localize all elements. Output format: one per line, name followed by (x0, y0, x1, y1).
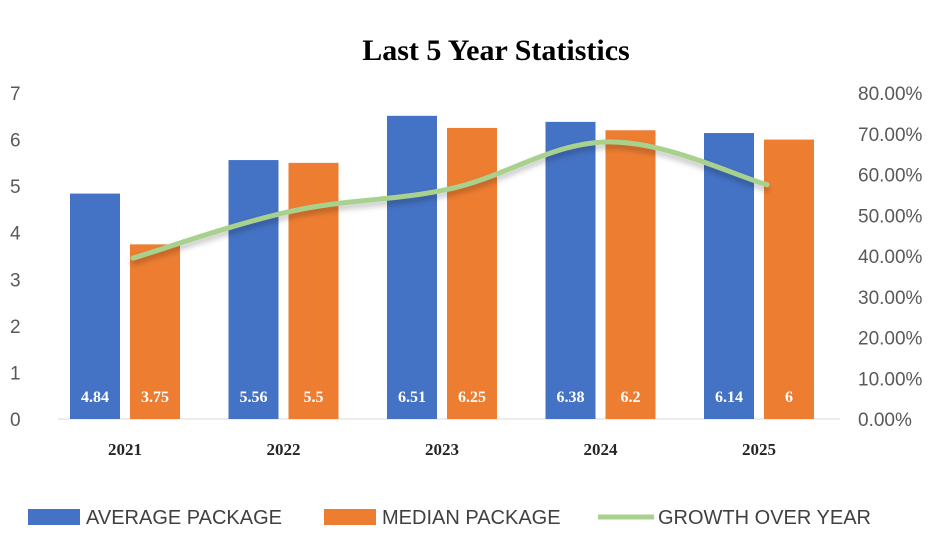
x-tick-label: 2022 (267, 440, 301, 459)
legend-label: GROWTH OVER YEAR (658, 507, 871, 529)
bar-data-label: 6.51 (398, 389, 426, 406)
y-left-tick-label: 0 (10, 410, 21, 431)
y-right-tick-label: 0.00% (858, 410, 912, 431)
x-tick-label: 2024 (584, 440, 619, 459)
y-left-tick-label: 6 (10, 131, 21, 152)
y-axis-right: 0.00% 10.00% 20.00% 30.00% 40.00% 50.00% 60.00… (858, 84, 923, 431)
y-left-tick-label: 7 (10, 84, 21, 105)
bar-median-package (764, 139, 814, 420)
bar-data-label: 6.38 (557, 389, 585, 406)
legend-label: AVERAGE PACKAGE (86, 507, 282, 529)
bar-average-package (70, 193, 120, 419)
y-right-tick-label: 50.00% (858, 206, 923, 227)
bar-average-package (228, 160, 279, 419)
bar-average-package (387, 115, 437, 419)
growth-line-series (130, 139, 770, 261)
bar-average-package (545, 121, 596, 420)
y-right-tick-label: 70.00% (858, 125, 923, 146)
y-right-tick-label: 20.00% (858, 329, 923, 350)
x-tick-label: 2021 (108, 440, 142, 459)
x-tick-label: 2023 (425, 440, 459, 459)
y-left-tick-label: 5 (10, 177, 21, 198)
bar-data-label: 6.25 (458, 389, 486, 406)
bar-median-package (130, 244, 180, 419)
bar-average-package (704, 133, 754, 419)
y-left-tick-label: 1 (10, 363, 21, 384)
bar-data-label: 6 (785, 389, 793, 406)
y-right-tick-label: 60.00% (858, 166, 923, 187)
bar-data-label: 6.14 (715, 389, 743, 406)
y-left-tick-label: 2 (10, 317, 21, 338)
x-tick-label: 2025 (742, 440, 776, 459)
y-left-tick-label: 4 (10, 224, 21, 245)
legend-label: MEDIAN PACKAGE (382, 507, 561, 529)
growth-over-year-line (130, 139, 770, 261)
chart-title: Last 5 Year Statistics (362, 34, 629, 67)
y-axis-left: 0 1 2 3 4 5 6 7 (10, 84, 21, 431)
y-right-tick-label: 30.00% (858, 288, 923, 309)
bar-data-label: 4.84 (81, 389, 109, 406)
legend-swatch (28, 509, 80, 525)
data-labels: 4.84 3.75 5.56 5.5 6.51 6.25 6.38 6.2 6.14 6 (81, 389, 793, 406)
bar-median-package (605, 130, 656, 419)
bar-data-label: 6.2 (621, 389, 641, 406)
legend: AVERAGE PACKAGE MEDIAN PACKAGE GROWTH OVER… (28, 507, 871, 529)
y-right-tick-label: 80.00% (858, 84, 923, 105)
bar-median-package (288, 162, 339, 419)
bar-data-label: 3.75 (141, 389, 169, 406)
bar-data-label: 5.5 (304, 389, 324, 406)
y-right-tick-label: 10.00% (858, 369, 923, 390)
bar-data-label: 5.56 (240, 389, 268, 406)
y-right-tick-label: 40.00% (858, 247, 923, 268)
y-left-tick-label: 3 (10, 270, 21, 291)
legend-swatch (324, 509, 376, 525)
x-axis: 2021 2022 2023 2024 2025 (108, 440, 776, 459)
bar-median-package (447, 127, 497, 419)
